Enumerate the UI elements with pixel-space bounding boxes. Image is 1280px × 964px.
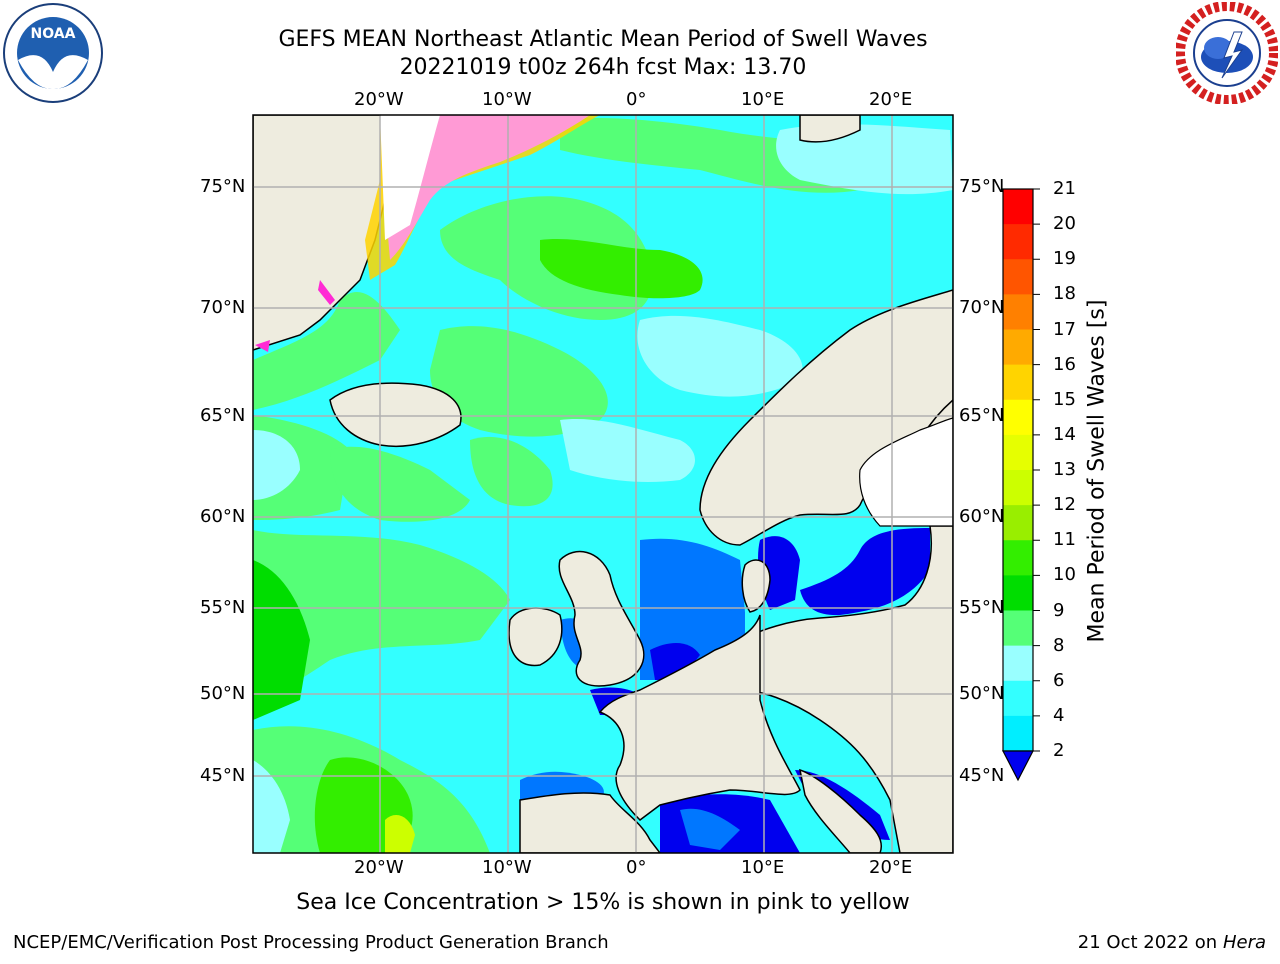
sea-ice (255, 115, 600, 352)
lon-label-bottom-20w: 20°W (354, 857, 404, 878)
svalbard (799, 115, 861, 143)
footer-date: 21 Oct 2022 on Hera (1078, 932, 1266, 953)
lat-label-left-75n: 75°N (200, 176, 246, 197)
colorbar-swatch (1003, 715, 1033, 752)
lon-label-bottom-0: 0° (626, 857, 647, 878)
noaa-logo: NOAA (2, 2, 104, 104)
colorbar-swatch (1003, 364, 1033, 401)
colorbar-tick-label: 9 (1053, 599, 1065, 621)
colorbar-tick-label: 4 (1053, 704, 1065, 726)
iceland (329, 382, 462, 448)
nws-logo (1175, 1, 1279, 105)
colorbar-extend-arrow (1002, 750, 1034, 782)
colorbar-tick-label: 14 (1053, 423, 1076, 445)
lat-label-right-45n: 45°N (959, 765, 1005, 786)
colorbar-tick-label: 21 (1053, 178, 1076, 199)
iberia (519, 792, 661, 853)
colorbar-tick-label: 20 (1053, 213, 1076, 235)
lon-label-top-10w: 10°W (482, 89, 532, 110)
continental-europe (598, 614, 801, 821)
colorbar-swatch (1003, 610, 1033, 647)
colorbar-swatch (1003, 189, 1033, 225)
colorbar-swatch (1003, 540, 1033, 576)
colorbar-tick-label: 18 (1053, 283, 1076, 305)
colorbar-tick-label: 17 (1053, 318, 1076, 340)
lon-label-bottom-10w: 10°W (482, 857, 532, 878)
lon-label-top-20e: 20°E (869, 89, 913, 110)
italy (799, 768, 882, 853)
ice-covered-gulf (859, 417, 953, 527)
lat-label-right-75n: 75°N (959, 176, 1005, 197)
denmark (741, 559, 771, 613)
colorbar-tick-label: 8 (1053, 634, 1065, 656)
colorbar-swatch (1003, 224, 1033, 260)
colorbar-tick-label: 13 (1053, 459, 1076, 480)
colorbar-tick-label: 2 (1053, 740, 1065, 761)
colorbar-tick-label: 16 (1053, 353, 1076, 375)
lat-label-right-50n: 50°N (959, 683, 1005, 704)
title-line-1: GEFS MEAN Northeast Atlantic Mean Period… (278, 27, 928, 52)
colorbar-tick-label: 15 (1053, 388, 1076, 410)
colorbar-tick-label: 12 (1053, 494, 1076, 516)
lat-label-right-70n: 70°N (959, 297, 1005, 318)
colorbar-swatch (1003, 505, 1033, 541)
colorbar-tick-label: 19 (1053, 248, 1076, 270)
colorbar-swatch (1003, 575, 1033, 611)
lat-label-right-65n: 65°N (959, 405, 1005, 426)
map-panel (253, 115, 953, 853)
noaa-logo-text: NOAA (31, 26, 76, 42)
sea-ice-note: Sea Ice Concentration > 15% is shown in … (296, 890, 910, 915)
colorbar-title: Mean Period of Swell Waves [s] (1084, 299, 1110, 643)
footer-date-text: 21 Oct 2022 on (1077, 932, 1223, 953)
lon-label-bottom-10e: 10°E (741, 857, 785, 878)
colorbar-swatch (1003, 645, 1033, 682)
lat-label-left-50n: 50°N (200, 683, 246, 704)
lat-label-right-60n: 60°N (959, 506, 1005, 527)
lon-label-top-20w: 20°W (354, 89, 404, 110)
colorbar-swatch (1003, 259, 1033, 295)
colorbar-swatch (1003, 470, 1033, 506)
gridlines (253, 115, 953, 853)
footer-credit: NCEP/EMC/Verification Post Processing Pr… (13, 932, 609, 953)
colorbar-swatch (1003, 680, 1033, 717)
colorbar (1003, 188, 1040, 752)
great-britain (558, 550, 645, 687)
lat-label-right-55n: 55°N (959, 597, 1005, 618)
colorbar-tick-label: 11 (1053, 529, 1076, 551)
colorbar-swatch (1003, 434, 1033, 471)
colorbar-tick-label: 10 (1053, 564, 1076, 586)
colorbar-swatch (1003, 399, 1033, 436)
lat-label-left-45n: 45°N (200, 765, 246, 786)
footer-host: Hera (1222, 932, 1266, 953)
colorbar-tick-label: 6 (1053, 669, 1065, 691)
lat-label-left-60n: 60°N (200, 506, 246, 527)
colorbar-swatch (1003, 329, 1033, 366)
lon-label-bottom-20e: 20°E (869, 857, 913, 878)
chart-title: GEFS MEAN Northeast Atlantic Mean Period… (0, 26, 1206, 82)
lat-label-left-65n: 65°N (200, 405, 246, 426)
map-frame (252, 114, 954, 854)
lon-label-top-10e: 10°E (741, 89, 785, 110)
lon-label-top-0: 0° (626, 89, 647, 110)
title-line-2: 20221019 t00z 264h fcst Max: 13.70 (399, 55, 807, 80)
lat-label-left-70n: 70°N (200, 297, 246, 318)
lat-label-left-55n: 55°N (200, 597, 246, 618)
colorbar-swatch (1003, 294, 1033, 330)
